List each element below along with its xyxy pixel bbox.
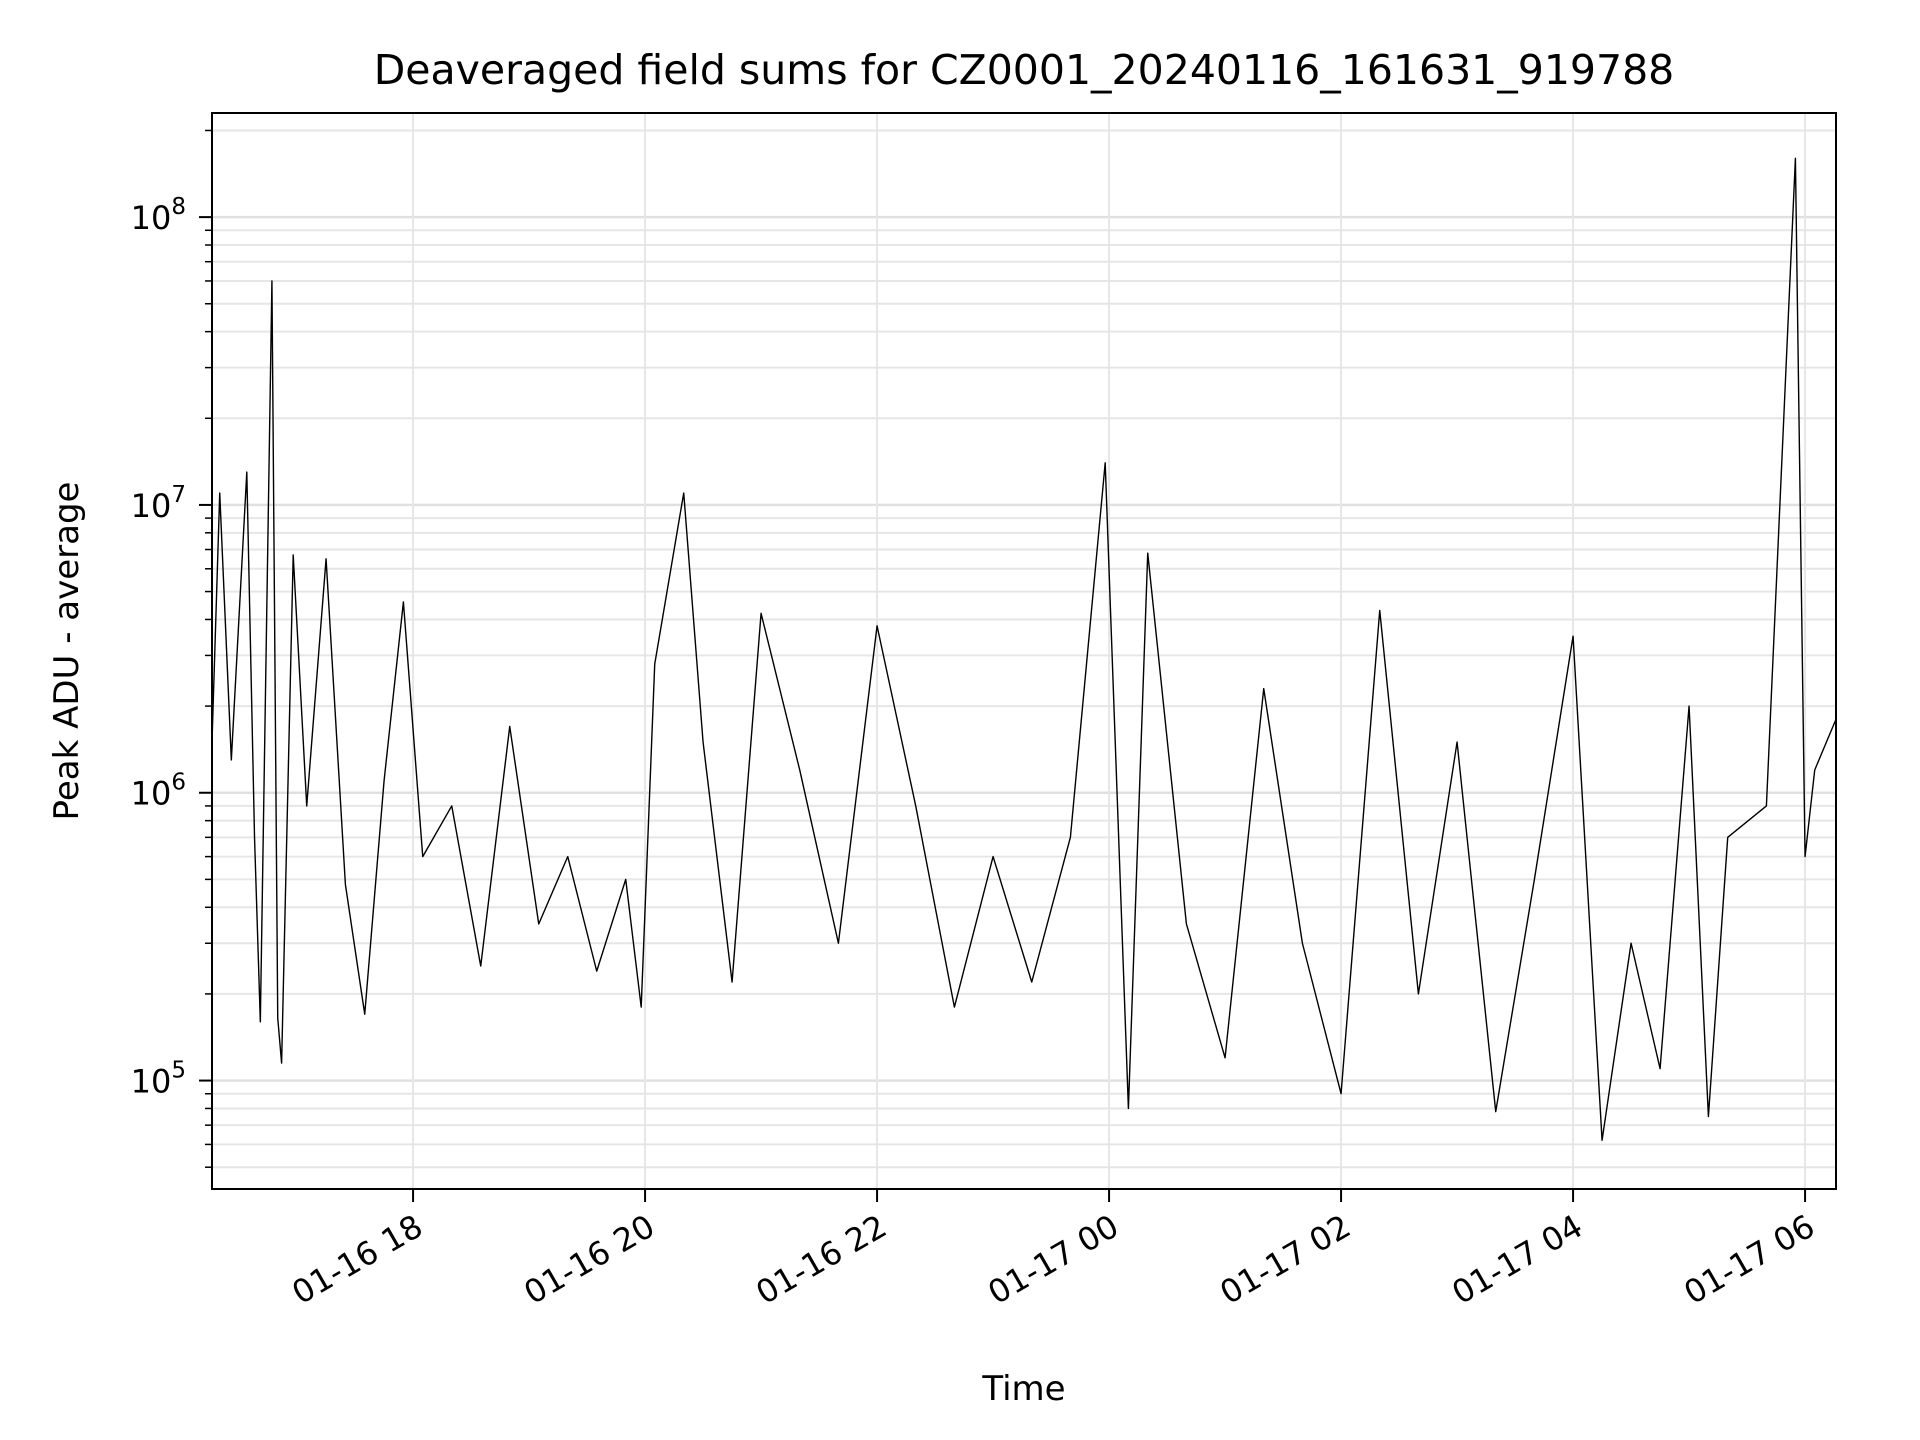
chart-title: Deaveraged field sums for CZ0001_2024011…	[374, 46, 1675, 94]
series-layer	[211, 157, 1837, 1142]
y-tick-label: 105	[131, 1058, 186, 1101]
series-line	[211, 157, 1837, 1142]
y-axis: 105 106 107 108	[131, 129, 212, 1168]
grid-lines	[212, 113, 1836, 1189]
y-tick-label: 106	[131, 770, 186, 813]
x-axis-title: Time	[981, 1369, 1065, 1409]
y-tick-label: 107	[131, 482, 186, 525]
y-axis-title: Peak ADU - average	[47, 482, 87, 821]
y-tick-label: 108	[131, 194, 186, 237]
plot-frame	[211, 112, 1837, 1190]
